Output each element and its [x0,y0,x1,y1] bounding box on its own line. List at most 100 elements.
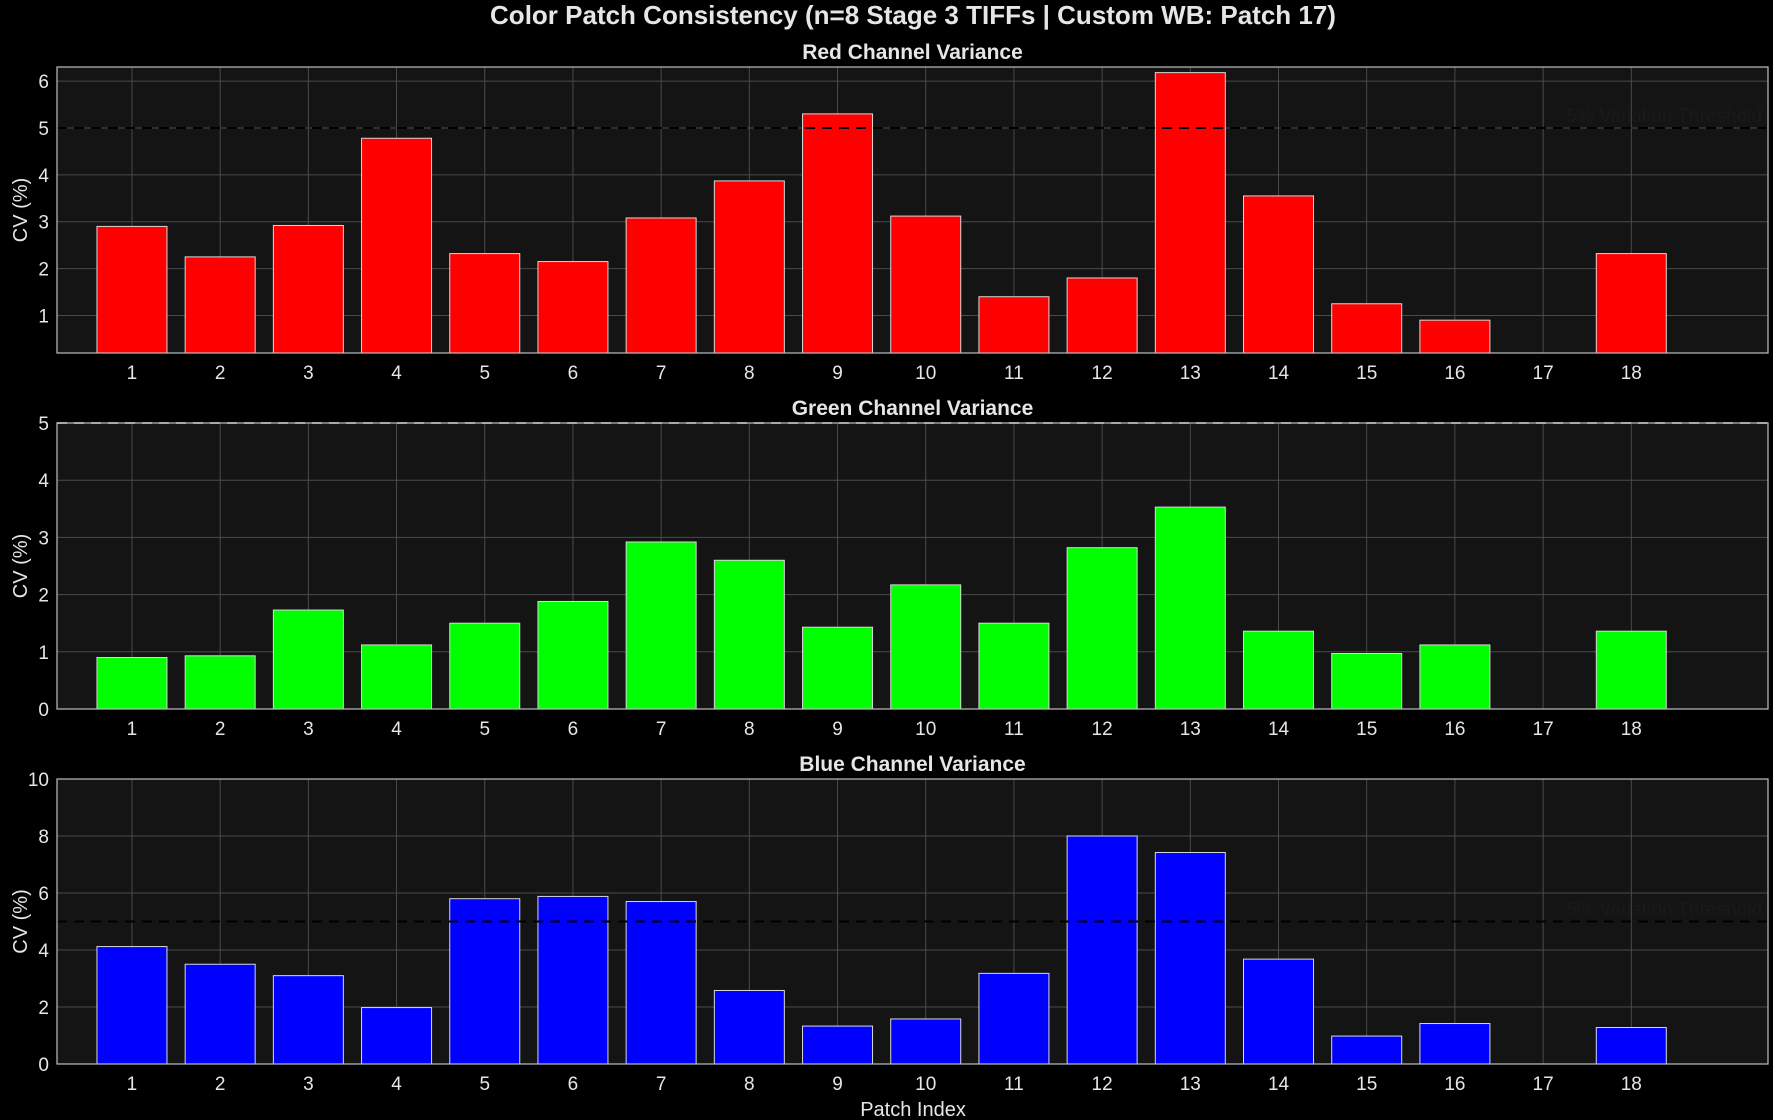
y-tick-label: 2 [38,260,49,281]
bar-patch-10 [890,1018,962,1065]
y-tick-label: 1 [38,643,49,664]
x-tick-label: 13 [1180,719,1201,740]
bar-patch-15 [1331,303,1403,354]
x-tick-label: 17 [1533,363,1554,384]
x-tick-label: 8 [744,719,755,740]
bar-patch-15 [1331,653,1403,710]
x-tick-label: 11 [1004,719,1024,740]
bar-patch-5 [449,898,521,1065]
y-tick-label: 4 [38,471,49,492]
bar-patch-18 [1595,253,1667,354]
x-axis-label: Patch Index [860,1099,966,1120]
x-tick-label: 16 [1444,719,1465,740]
bar-patch-9 [802,626,874,710]
y-tick-label: 2 [38,998,49,1019]
panel-title: Green Channel Variance [792,397,1034,420]
x-tick-label: 3 [303,719,314,740]
bar-patch-6 [537,895,609,1065]
bar-patch-14 [1243,630,1315,710]
y-tick-label: 2 [38,586,49,607]
x-tick-label: 6 [568,1074,579,1095]
x-tick-label: 18 [1621,363,1642,384]
panel-title: Red Channel Variance [802,41,1023,64]
y-tick-label: 5 [38,414,49,435]
x-tick-label: 14 [1268,363,1290,384]
x-tick-label: 8 [744,1074,755,1095]
y-tick-label: 10 [28,770,49,791]
bar-patch-16 [1419,1023,1491,1065]
bar-patch-8 [713,180,785,354]
x-tick-label: 11 [1004,363,1024,384]
x-tick-label: 12 [1092,363,1113,384]
bar-patch-14 [1243,195,1315,354]
bar-patch-3 [272,224,344,354]
y-tick-label: 6 [38,884,49,905]
x-tick-label: 5 [479,719,490,740]
y-tick-label: 3 [38,213,49,234]
y-tick-label: 3 [38,528,49,549]
y-tick-label: 0 [38,1055,49,1076]
x-tick-label: 15 [1356,363,1377,384]
bar-patch-2 [184,256,256,354]
x-tick-label: 16 [1444,363,1465,384]
bar-patch-2 [184,655,256,710]
bar-patch-13 [1154,852,1226,1065]
y-axis-label: CV (%) [10,534,32,598]
y-tick-label: 8 [38,827,49,848]
x-tick-label: 7 [656,1074,667,1095]
x-tick-label: 7 [656,363,667,384]
bar-patch-1 [96,657,168,710]
x-tick-label: 4 [391,719,402,740]
bar-patch-1 [96,946,168,1065]
bar-patch-10 [890,215,962,354]
bar-patch-11 [978,972,1050,1065]
bar-patch-1 [96,225,168,354]
y-axis-label: CV (%) [10,178,32,242]
bar-patch-18 [1595,1027,1667,1065]
x-tick-label: 3 [303,1074,314,1095]
x-tick-label: 10 [915,1074,936,1095]
x-tick-label: 10 [915,719,936,740]
bar-patch-4 [361,644,433,710]
y-axis-label: CV (%) [10,889,32,953]
bar-patch-2 [184,963,256,1065]
bar-patch-9 [802,1025,874,1065]
x-tick-label: 3 [303,363,314,384]
bar-patch-10 [890,584,962,710]
x-tick-label: 9 [832,1074,843,1095]
threshold-label: 5% Variation Threshold [1566,900,1762,921]
bar-patch-12 [1066,547,1138,710]
y-tick-label: 4 [38,941,49,962]
y-tick-label: 5 [38,119,49,140]
x-tick-label: 1 [127,363,138,384]
x-tick-label: 15 [1356,719,1377,740]
bar-patch-4 [361,1007,433,1065]
panel-title: Blue Channel Variance [799,753,1025,776]
bar-patch-5 [449,253,521,354]
bar-patch-7 [625,901,697,1065]
y-tick-label: 6 [38,72,49,93]
x-tick-label: 11 [1004,1074,1024,1095]
x-tick-label: 9 [832,363,843,384]
bar-patch-13 [1154,72,1226,354]
threshold-label: 5% Variation Threshold [1566,106,1762,127]
bar-patch-5 [449,622,521,710]
bar-patch-8 [713,989,785,1065]
x-tick-label: 8 [744,363,755,384]
bar-patch-8 [713,559,785,710]
x-tick-label: 14 [1268,719,1290,740]
x-tick-label: 6 [568,719,579,740]
bar-patch-13 [1154,506,1226,710]
bar-patch-7 [625,541,697,710]
bar-patch-6 [537,600,609,710]
x-tick-label: 18 [1621,1074,1642,1095]
bar-patch-14 [1243,958,1315,1065]
x-tick-label: 2 [215,363,226,384]
bar-patch-18 [1595,630,1667,710]
x-tick-label: 1 [127,719,138,740]
x-tick-label: 4 [391,363,402,384]
